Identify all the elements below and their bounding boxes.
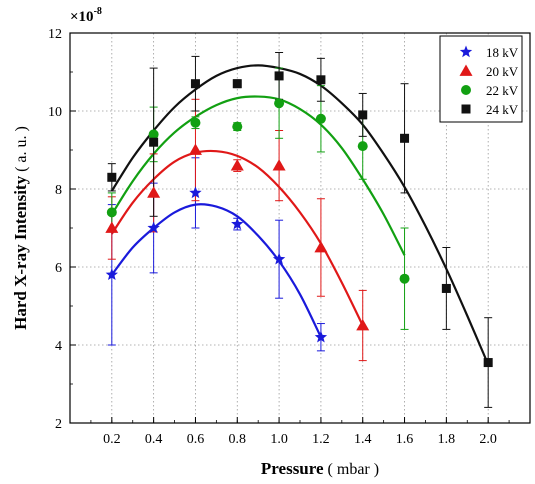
data-point: [231, 217, 244, 230]
data-point: [106, 207, 117, 218]
fit-curve: [110, 95, 406, 256]
legend-label: 24 kV: [486, 102, 519, 117]
data-point: [358, 110, 368, 120]
y-tick-label: 10: [48, 105, 62, 120]
data-point: [148, 129, 159, 140]
x-tick-label: 1.6: [396, 432, 414, 447]
data-point: [315, 113, 326, 124]
legend-box: [439, 35, 523, 123]
x-tick-label: 2.0: [479, 432, 497, 447]
data-point: [147, 186, 161, 198]
legend-marker: [461, 104, 471, 114]
data-point: [188, 143, 202, 155]
legend-marker: [459, 45, 473, 58]
data-point: [190, 117, 201, 128]
data-point: [272, 159, 286, 171]
data-point: [105, 221, 119, 233]
data-point: [314, 241, 328, 253]
legend-marker: [461, 85, 471, 95]
data-point: [190, 79, 200, 89]
y-tick-label: 8: [55, 183, 62, 198]
data-point: [357, 141, 368, 152]
data-points: [105, 71, 493, 368]
fit-curve: [110, 64, 490, 365]
data-point: [441, 283, 451, 293]
legend: 18 kV 20 kV 22 kV 24 kV: [439, 35, 523, 123]
data-point: [274, 71, 284, 81]
data-point: [483, 358, 493, 368]
legend-marker: [459, 64, 473, 76]
y-axis-title: Hard X-ray Intensity ( a. u. ): [11, 126, 30, 330]
x-tick-label: 1.8: [438, 432, 456, 447]
fit-curve: [110, 203, 322, 338]
error-bars: [107, 52, 493, 408]
x-tick-label: 0.4: [145, 432, 163, 447]
data-point: [189, 186, 202, 199]
x-tick-label: 1.4: [354, 432, 372, 447]
data-point: [272, 252, 286, 265]
data-point: [274, 98, 285, 109]
data-point: [232, 79, 242, 89]
x-tick-label: 1.2: [312, 432, 330, 447]
x-tick-label: 0.2: [103, 432, 121, 447]
data-point: [149, 137, 159, 147]
data-point: [230, 159, 244, 171]
data-point: [314, 330, 328, 343]
fit-curves: [110, 64, 490, 365]
data-point: [232, 121, 243, 132]
data-point: [400, 133, 410, 143]
x-tick-label: 0.6: [187, 432, 205, 447]
y-tick-label: 6: [55, 261, 62, 276]
legend-label: 20 kV: [486, 64, 519, 79]
data-point: [105, 268, 118, 281]
data-point: [147, 221, 160, 234]
data-point: [356, 319, 370, 331]
data-point: [107, 172, 117, 182]
data-point: [316, 75, 326, 85]
legend-label: 18 kV: [486, 45, 519, 60]
y-tick-label: 12: [48, 27, 62, 42]
y-tick-label: 4: [55, 339, 62, 354]
data-point: [399, 273, 410, 284]
axis-ticks: 0.2 0.4 0.6 0.8 1.0 1.2 1.4 1.6 1.8 2.0 2 4 6 8 10 12: [48, 27, 531, 447]
x-axis-title: Pressure ( mbar ): [261, 459, 379, 478]
x-tick-label: 1.0: [270, 432, 288, 447]
x-tick-label: 0.8: [229, 432, 247, 447]
legend-label: 22 kV: [486, 83, 519, 98]
y-tick-label: 2: [55, 417, 62, 432]
y-axis-multiplier: ×10-8: [70, 6, 102, 25]
